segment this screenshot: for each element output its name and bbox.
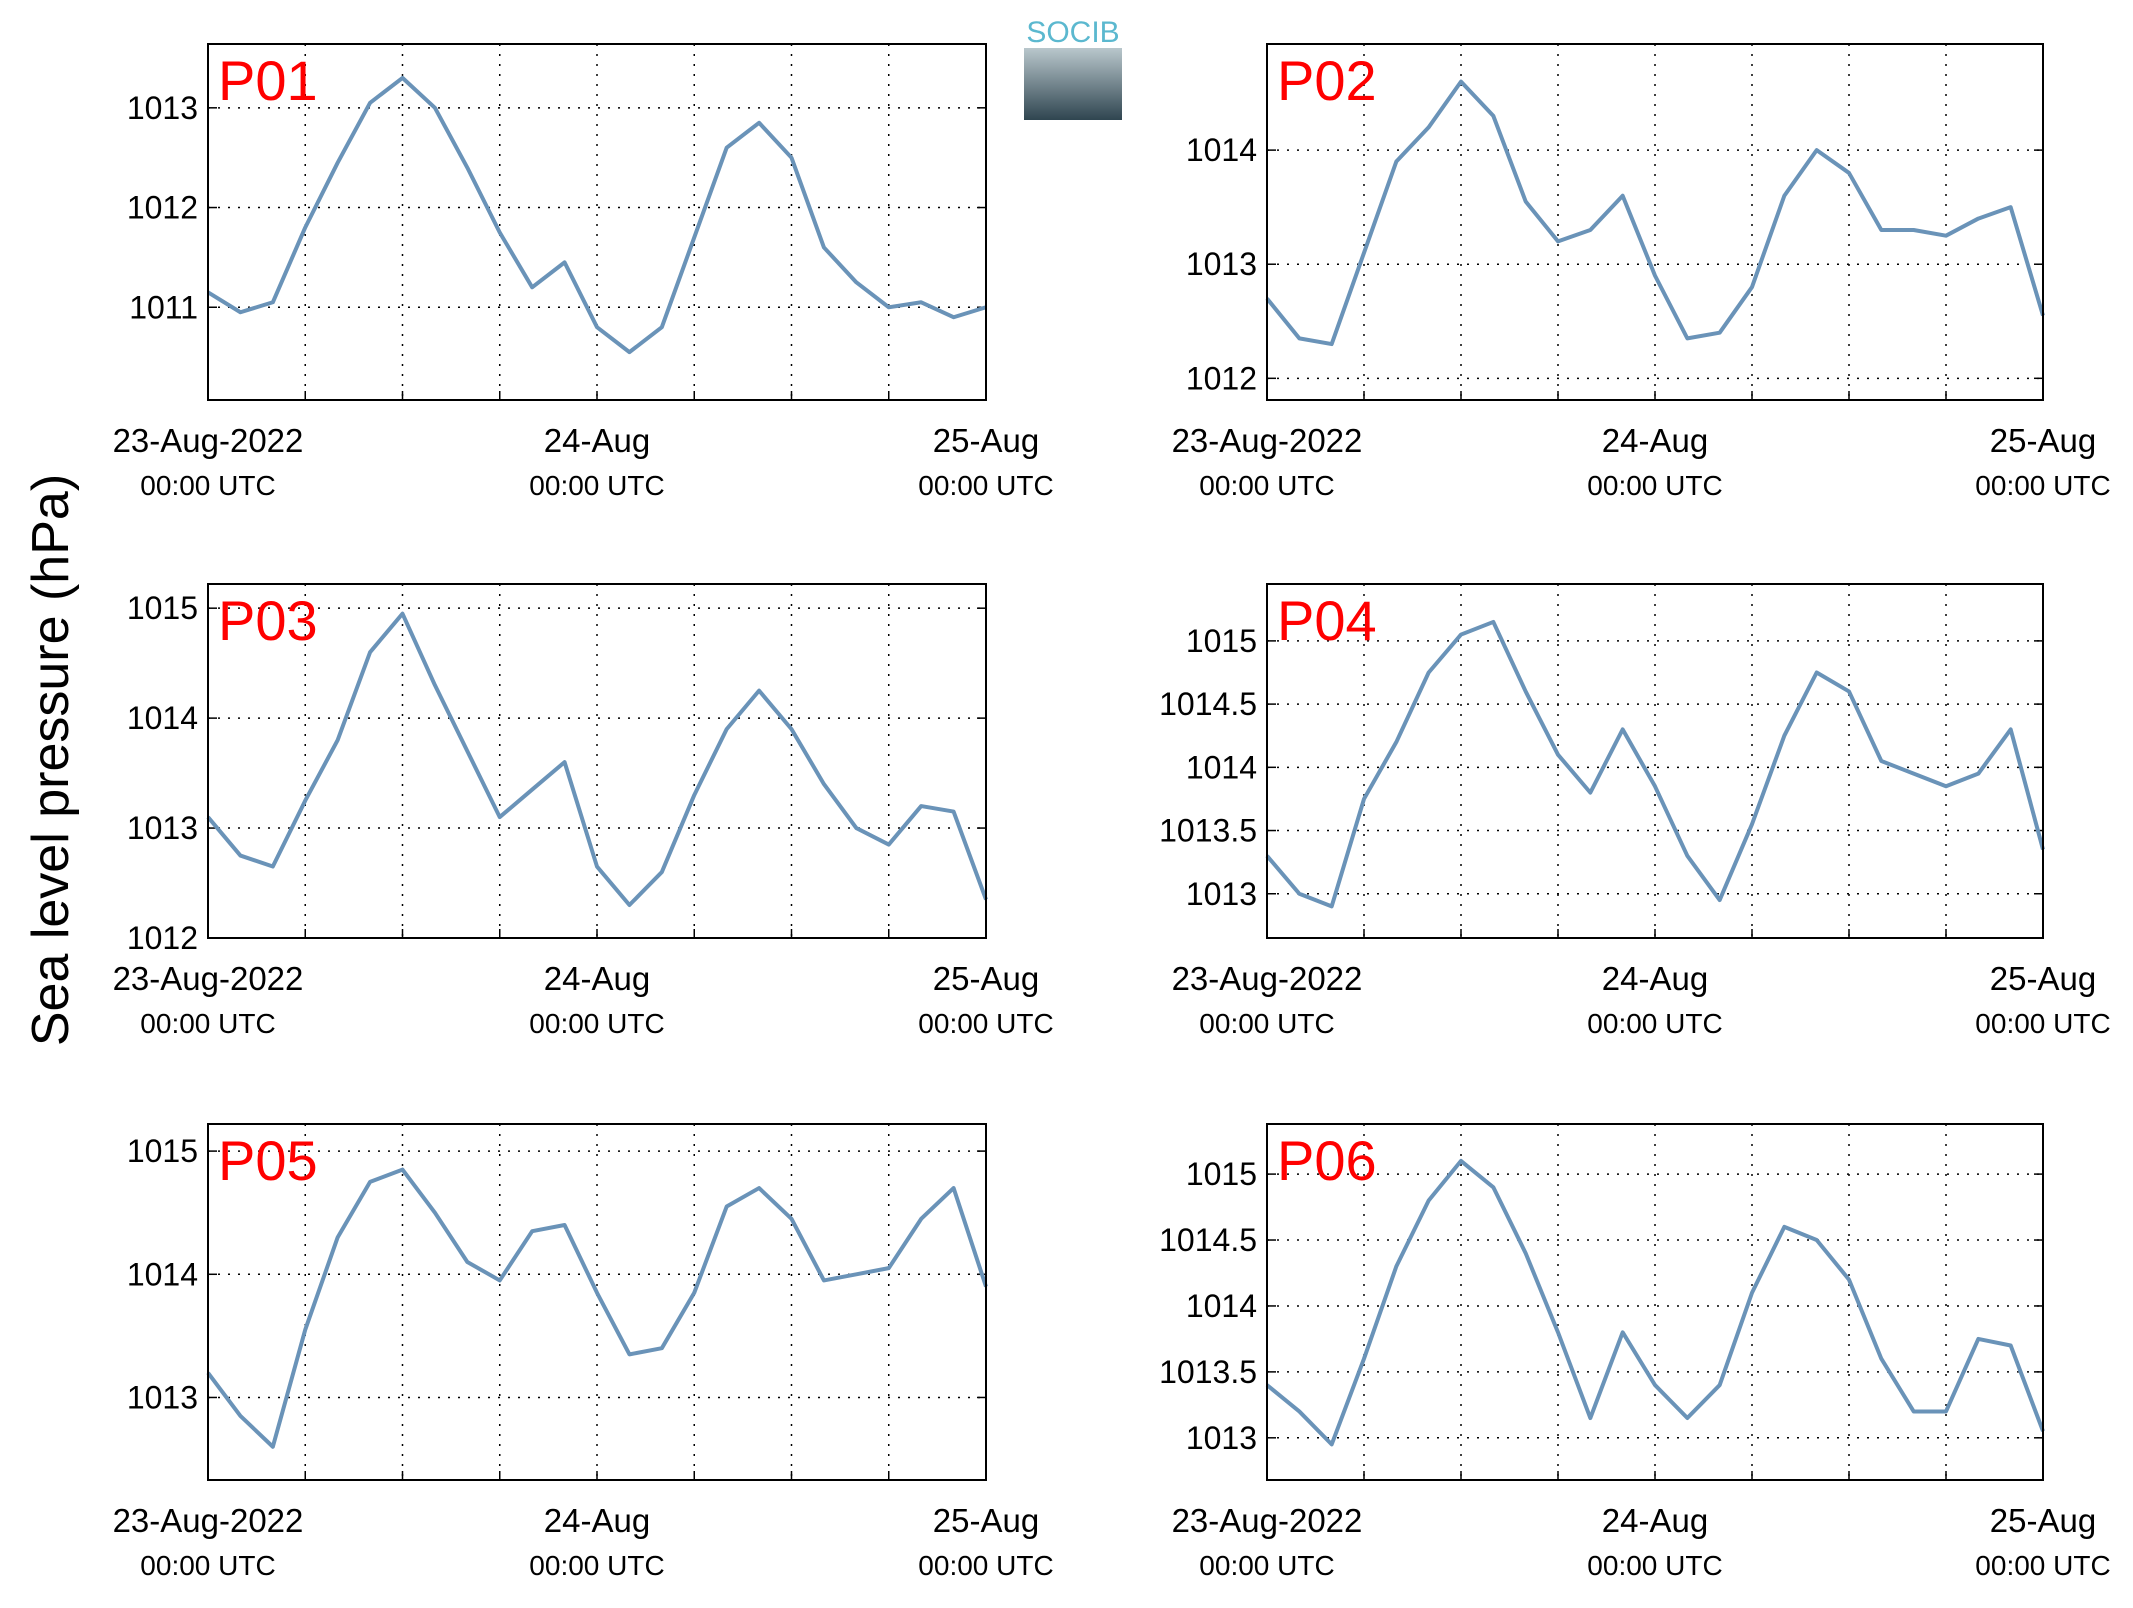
plot-area (208, 1124, 986, 1480)
x-tick-sublabel: 00:00 UTC (529, 1550, 664, 1581)
x-tick-label: 23-Aug-2022 (113, 960, 304, 997)
y-tick-label: 1015 (1186, 623, 1257, 659)
x-tick-sublabel: 00:00 UTC (529, 470, 664, 501)
x-tick-sublabel: 00:00 UTC (1587, 470, 1722, 501)
x-tick-label: 23-Aug-2022 (1172, 960, 1363, 997)
y-tick-label: 1014.5 (1159, 1222, 1257, 1258)
y-axis-label: Sea level pressure (hPa) (22, 474, 80, 1046)
plot-frame (207, 43, 987, 401)
x-tick-sublabel: 00:00 UTC (1199, 470, 1334, 501)
x-tick-label: 25-Aug (933, 960, 1039, 997)
data-line (206, 1167, 988, 1449)
y-tick-label: 1012 (1186, 360, 1257, 396)
y-tick-label: 1011 (129, 289, 198, 325)
y-tick-label: 1015 (127, 1133, 198, 1169)
y-tick-label: 1014 (127, 700, 198, 736)
plot-area (208, 44, 986, 400)
plot-frame (207, 1123, 987, 1481)
x-tick-label: 24-Aug (544, 422, 650, 459)
y-tick-label: 1014 (1186, 1288, 1257, 1324)
y-tick-label: 1015 (1186, 1156, 1257, 1192)
data-line (1265, 619, 2045, 909)
plot-area (1267, 1124, 2043, 1480)
chart-title: P02 (1277, 49, 1377, 112)
x-tick-sublabel: 00:00 UTC (918, 1550, 1053, 1581)
plot-frame (1266, 1123, 2044, 1481)
chart-title: P06 (1277, 1129, 1377, 1192)
chart-panel: 1012 1013 1014 23-Aug-2022 00:00 UTC 24-Aug 00… (1172, 43, 2111, 501)
y-tick-label: 1014 (127, 1256, 198, 1292)
chart-title: P03 (218, 589, 318, 652)
data-line (206, 611, 988, 908)
x-tick-sublabel: 00:00 UTC (1199, 1008, 1334, 1039)
y-tick-label: 1015 (127, 590, 198, 626)
plot-frame (1266, 43, 2044, 401)
plot-frame (207, 583, 987, 939)
chart-panel: 1011 1012 1013 23-Aug-2022 00:00 UTC 24-Aug 00… (113, 43, 1054, 501)
x-tick-sublabel: 00:00 UTC (529, 1008, 664, 1039)
data-line (206, 75, 987, 355)
y-tick-label: 1013 (127, 90, 198, 126)
x-tick-label: 24-Aug (544, 1502, 650, 1539)
x-tick-sublabel: 00:00 UTC (918, 470, 1053, 501)
y-tick-label: 1014.5 (1159, 686, 1257, 722)
x-tick-label: 25-Aug (1990, 422, 2096, 459)
x-tick-sublabel: 00:00 UTC (140, 470, 275, 501)
y-tick-label: 1012 (127, 920, 198, 956)
plot-area (1267, 44, 2043, 400)
x-tick-sublabel: 00:00 UTC (918, 1008, 1053, 1039)
x-tick-label: 25-Aug (1990, 1502, 2096, 1539)
x-tick-label: 23-Aug-2022 (113, 1502, 304, 1539)
y-tick-label: 1014 (1186, 132, 1257, 168)
x-tick-sublabel: 00:00 UTC (1975, 470, 2110, 501)
chart-title: P05 (218, 1129, 318, 1192)
x-tick-sublabel: 00:00 UTC (1587, 1550, 1722, 1581)
chart-panel: 1013 1013.5 1014 1014.5 1015 23-Aug-2022 00:00… (1159, 1123, 2111, 1581)
x-tick-sublabel: 00:00 UTC (1975, 1550, 2110, 1581)
x-tick-label: 24-Aug (544, 960, 650, 997)
chart-title: P04 (1277, 589, 1377, 652)
y-tick-label: 1013 (1186, 246, 1257, 282)
plot-area (208, 584, 986, 938)
x-tick-label: 25-Aug (933, 1502, 1039, 1539)
plot-frame (1266, 583, 2044, 939)
logo-box (1024, 48, 1122, 120)
y-tick-label: 1013.5 (1159, 1354, 1257, 1390)
logo-text: SOCIB (1026, 16, 1119, 49)
logo: SOCIB (1024, 16, 1122, 120)
y-tick-label: 1013 (1186, 1420, 1257, 1456)
x-tick-label: 24-Aug (1602, 1502, 1708, 1539)
x-tick-sublabel: 00:00 UTC (140, 1550, 275, 1581)
x-tick-sublabel: 00:00 UTC (1587, 1008, 1722, 1039)
x-tick-sublabel: 00:00 UTC (1975, 1008, 2110, 1039)
x-tick-label: 24-Aug (1602, 422, 1708, 459)
x-tick-label: 25-Aug (933, 422, 1039, 459)
x-tick-label: 23-Aug-2022 (1172, 422, 1363, 459)
y-tick-label: 1013 (127, 1379, 198, 1415)
chart-panel: 1013 1013.5 1014 1014.5 1015 23-Aug-2022 00:00… (1159, 583, 2111, 1039)
chart-panel: 1012 1013 1014 1015 23-Aug-2022 00:00 UTC 24-A… (113, 583, 1054, 1039)
x-tick-label: 25-Aug (1990, 960, 2096, 997)
chart-title: P01 (218, 49, 318, 112)
y-tick-label: 1014 (1186, 749, 1257, 785)
data-line (1265, 79, 2045, 347)
y-tick-label: 1013 (127, 810, 198, 846)
y-tick-label: 1012 (127, 190, 198, 226)
plot-area (1267, 584, 2043, 938)
x-tick-label: 24-Aug (1602, 960, 1708, 997)
x-tick-label: 23-Aug-2022 (113, 422, 304, 459)
x-tick-sublabel: 00:00 UTC (1199, 1550, 1334, 1581)
x-tick-sublabel: 00:00 UTC (140, 1008, 275, 1039)
y-tick-label: 1013 (1186, 876, 1257, 912)
data-line (1265, 1158, 2045, 1447)
chart-panel: 1013 1014 1015 23-Aug-2022 00:00 UTC 24-Aug 00… (113, 1123, 1054, 1581)
x-tick-label: 23-Aug-2022 (1172, 1502, 1363, 1539)
y-tick-label: 1013.5 (1159, 813, 1257, 849)
